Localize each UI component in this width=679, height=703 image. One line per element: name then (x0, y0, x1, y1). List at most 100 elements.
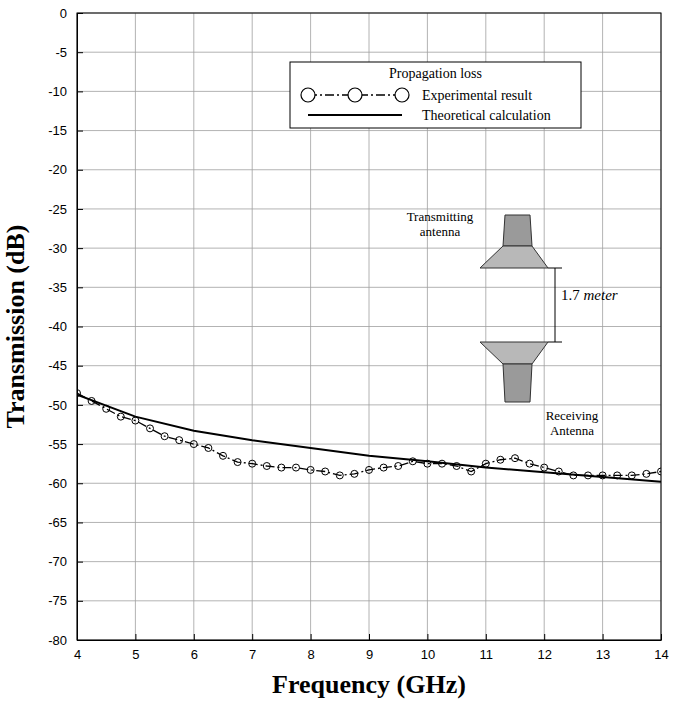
marker (643, 470, 650, 477)
tick-mark (77, 562, 83, 563)
marker (526, 460, 533, 467)
tick-mark (603, 634, 604, 640)
tick-label: -20 (48, 162, 67, 177)
tick-label: 5 (132, 647, 139, 662)
grid-line-x (252, 13, 253, 640)
tick: 6 (191, 634, 198, 662)
annotation: ReceivingAntenna (546, 408, 599, 438)
marker (249, 460, 256, 467)
marker (190, 441, 197, 448)
y-axis: -80-75-70-65-60-55-50-45-40-35-30-25-20-… (48, 6, 83, 648)
antenna-horn (480, 246, 548, 268)
marker (497, 456, 504, 463)
tick-label: 13 (596, 647, 610, 662)
grid (77, 13, 661, 640)
tick: -75 (48, 593, 83, 608)
tick: -65 (48, 515, 83, 530)
tick-label: -80 (48, 633, 67, 648)
tick-label: -55 (48, 437, 67, 452)
tick-mark (77, 601, 83, 602)
tick-mark (77, 170, 83, 171)
tick-mark (194, 634, 195, 640)
marker (482, 460, 489, 467)
tick-label: 4 (74, 647, 81, 662)
marker (512, 455, 519, 462)
tick: -15 (48, 123, 83, 138)
tick-label: -5 (55, 45, 67, 60)
tick-mark (77, 522, 83, 523)
tick-label: -30 (48, 241, 67, 256)
tick: 7 (249, 634, 256, 662)
tick-label: 9 (366, 647, 373, 662)
antenna-horn (480, 342, 548, 364)
tick: -25 (48, 202, 83, 217)
grid-line-x (193, 13, 194, 640)
legend: Propagation lossExperimental resultTheor… (290, 62, 581, 128)
legend-label: Experimental result (422, 88, 532, 103)
tick: 10 (421, 634, 435, 662)
tick: -5 (55, 45, 83, 60)
marker (293, 464, 300, 471)
tick-label: 6 (191, 647, 198, 662)
tick: 5 (132, 634, 139, 662)
grid-line-x (602, 13, 603, 640)
tick: -50 (48, 398, 83, 413)
tick-mark (311, 634, 312, 640)
tick: -30 (48, 241, 83, 256)
legend-marker (395, 88, 409, 102)
tick-label: 7 (249, 647, 256, 662)
tick: -55 (48, 437, 83, 452)
marker (205, 444, 212, 451)
dimension-line (555, 268, 556, 342)
tick-mark (77, 405, 83, 406)
tick-label: 14 (654, 647, 668, 662)
tick-mark (135, 634, 136, 640)
tick: 14 (654, 634, 668, 662)
series-line (77, 393, 661, 475)
tick-mark (77, 13, 83, 14)
marker (220, 452, 227, 459)
marker (234, 459, 241, 466)
tick-mark (252, 634, 253, 640)
tick-mark (77, 327, 83, 328)
tick: 11 (480, 634, 494, 662)
tick-mark (77, 483, 83, 484)
legend-marker (301, 88, 315, 102)
tick-mark (77, 444, 83, 445)
marker (278, 464, 285, 471)
marker (322, 468, 329, 475)
tick-mark (486, 634, 487, 640)
tick-label: -10 (48, 84, 67, 99)
antenna-waveguide (503, 364, 532, 402)
tick: -80 (48, 633, 83, 648)
marker (628, 472, 635, 479)
tick: -40 (48, 319, 83, 334)
tick-label: -25 (48, 202, 67, 217)
grid-line-x (135, 13, 136, 640)
marker (468, 468, 475, 475)
marker (658, 468, 662, 475)
tick-mark (77, 209, 83, 210)
marker (117, 413, 124, 420)
legend-title: Propagation loss (389, 66, 482, 81)
tick-label: -65 (48, 515, 67, 530)
tick-label: -50 (48, 398, 67, 413)
tick-mark (77, 287, 83, 288)
x-axis: 4 5 6 7 8 9 10 11 12 13 14 (74, 634, 669, 662)
tick-mark (661, 634, 662, 640)
annotation: 1.7 meter (561, 287, 618, 303)
marker (380, 464, 387, 471)
data (77, 390, 661, 482)
marker (351, 470, 358, 477)
plot: 4567891011121314-80-75-70-65-60-55-50-45… (48, 6, 669, 663)
x-axis-title: Frequency (GHz) (272, 670, 466, 699)
tick-label: -40 (48, 319, 67, 334)
tick-label: -15 (48, 123, 67, 138)
tick: -60 (48, 476, 83, 491)
tick: 12 (537, 634, 551, 662)
inset-diagram: TransmittingantennaReceivingAntenna1.7 m… (407, 209, 618, 438)
tick-label: 8 (307, 647, 314, 662)
marker (307, 466, 314, 473)
tick: 0 (60, 6, 83, 21)
tick-mark (77, 248, 83, 249)
